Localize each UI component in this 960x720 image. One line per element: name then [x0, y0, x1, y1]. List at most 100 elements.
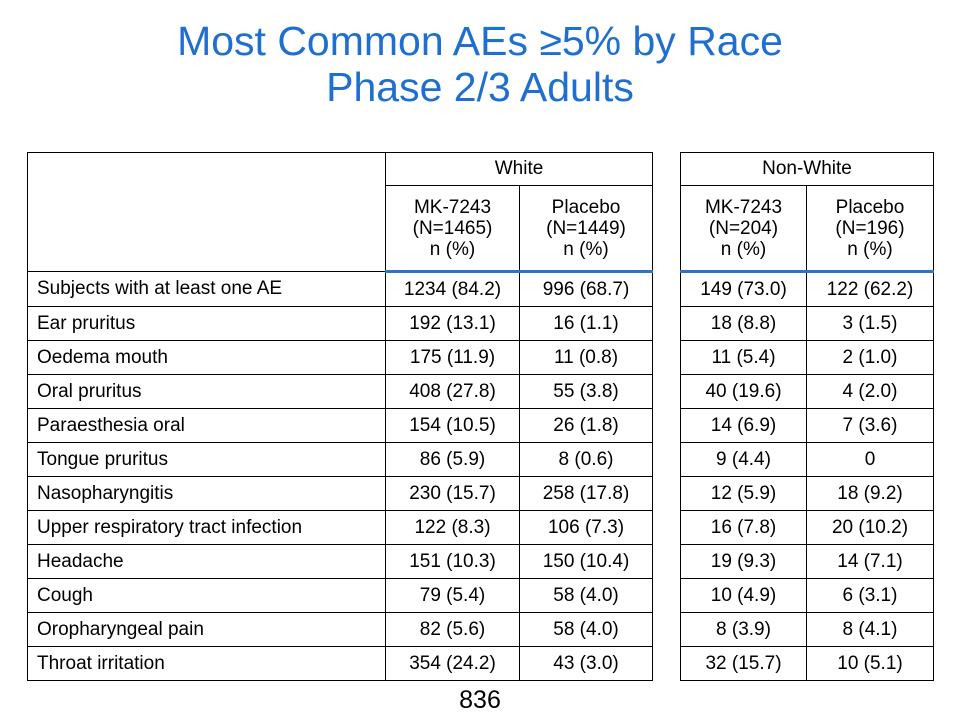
nonwhite-mk-value-cell: 12 (5.9) [680, 476, 807, 511]
ae-term-cell: Oropharyngeal pain [27, 612, 386, 647]
table-row: Paraesthesia oral 154 (10.5) 26 (1.8) [27, 408, 654, 443]
col-header-name: MK-7243 [704, 196, 783, 218]
col-header-unit: n (%) [429, 238, 476, 260]
white-placebo-value-cell: 58 (4.0) [518, 612, 654, 647]
white-placebo-value-cell: 26 (1.8) [518, 408, 654, 443]
col-header-nonwhite-placebo: Placebo (N=196) n (%) [806, 185, 934, 273]
table-row: 16 (7.8) 20 (10.2) [680, 510, 934, 545]
title-line-2: Phase 2/3 Adults [326, 64, 634, 110]
slide-title: Most Common AEs ≥5% by Race Phase 2/3 Ad… [0, 18, 960, 110]
table-row: Tongue pruritus 86 (5.9) 8 (0.6) [27, 442, 654, 477]
white-mk-value-cell: 86 (5.9) [385, 442, 520, 477]
table-row: Oropharyngeal pain 82 (5.6) 58 (4.0) [27, 612, 654, 647]
page-number: 836 [459, 686, 501, 714]
table-row: 149 (73.0) 122 (62.2) [680, 271, 934, 307]
group-header-row: Non-White [680, 152, 934, 186]
table-row: 11 (5.4) 2 (1.0) [680, 340, 934, 375]
ae-term-cell: Oral pruritus [27, 374, 386, 409]
header-blank-cell [27, 152, 386, 272]
nonwhite-placebo-value-cell: 7 (3.6) [806, 408, 934, 443]
nonwhite-mk-value-cell: 18 (8.8) [680, 306, 807, 341]
ae-term-cell: Upper respiratory tract infection [27, 510, 386, 545]
white-placebo-value-cell: 258 (17.8) [518, 476, 654, 511]
nonwhite-placebo-value-cell: 0 [806, 442, 934, 477]
table-row: 10 (4.9) 6 (3.1) [680, 578, 934, 613]
table-row: Upper respiratory tract infection 122 (8.… [27, 510, 654, 545]
white-placebo-value-cell: 55 (3.8) [518, 374, 654, 409]
nonwhite-placebo-value-cell: 8 (4.1) [806, 612, 934, 647]
ae-term-cell: Nasopharyngitis [27, 476, 386, 511]
col-header-nonwhite-mk: MK-7243 (N=204) n (%) [680, 185, 807, 273]
table-row: 18 (8.8) 3 (1.5) [680, 306, 934, 341]
group-header-white: White [384, 152, 654, 186]
ae-term-cell: Oedema mouth [27, 340, 386, 375]
nonwhite-mk-value-cell: 14 (6.9) [680, 408, 807, 443]
white-placebo-value-cell: 11 (0.8) [518, 340, 654, 375]
nonwhite-mk-value-cell: 9 (4.4) [680, 442, 807, 477]
white-mk-value-cell: 79 (5.4) [385, 578, 520, 613]
col-header-n: (N=204) [708, 217, 779, 239]
ae-term-cell: Tongue pruritus [27, 442, 386, 477]
ae-term-cell: Cough [27, 578, 386, 613]
col-header-n: (N=1449) [546, 217, 626, 239]
nonwhite-mk-value-cell: 16 (7.8) [680, 510, 807, 545]
col-header-name: Placebo [551, 196, 621, 218]
col-header-n: (N=1465) [412, 217, 493, 239]
nonwhite-placebo-value-cell: 18 (9.2) [806, 476, 934, 511]
table-row: 14 (6.9) 7 (3.6) [680, 408, 934, 443]
white-mk-value-cell: 154 (10.5) [385, 408, 520, 443]
nonwhite-placebo-value-cell: 3 (1.5) [806, 306, 934, 341]
white-mk-value-cell: 1234 (84.2) [385, 271, 520, 307]
col-header-n: (N=196) [835, 217, 905, 239]
white-mk-value-cell: 122 (8.3) [385, 510, 520, 545]
col-header-name: MK-7243 [413, 196, 492, 218]
col-header-unit: n (%) [720, 238, 767, 260]
col-header-unit: n (%) [563, 238, 609, 260]
nonwhite-mk-value-cell: 8 (3.9) [680, 612, 807, 647]
ae-term-cell: Throat irritation [27, 646, 386, 681]
nonwhite-mk-value-cell: 149 (73.0) [680, 271, 807, 307]
table-row: Nasopharyngitis 230 (15.7) 258 (17.8) [27, 476, 654, 511]
white-mk-value-cell: 230 (15.7) [385, 476, 520, 511]
table-row: Headache 151 (10.3) 150 (10.4) [27, 544, 654, 579]
group-header-nonwhite: Non-White [680, 152, 934, 186]
table-row: Oral pruritus 408 (27.8) 55 (3.8) [27, 374, 654, 409]
table-row: 9 (4.4) 0 [680, 442, 934, 477]
ae-term-cell: Subjects with at least one AE [27, 271, 386, 307]
table-row: Ear pruritus 192 (13.1) 16 (1.1) [27, 306, 654, 341]
white-placebo-value-cell: 106 (7.3) [518, 510, 654, 545]
white-placebo-value-cell: 996 (68.7) [518, 271, 654, 307]
nonwhite-mk-value-cell: 40 (19.6) [680, 374, 807, 409]
white-mk-value-cell: 151 (10.3) [385, 544, 520, 579]
white-mk-value-cell: 175 (11.9) [385, 340, 520, 375]
nonwhite-placebo-value-cell: 6 (3.1) [806, 578, 934, 613]
nonwhite-placebo-value-cell: 4 (2.0) [806, 374, 934, 409]
white-placebo-value-cell: 8 (0.6) [518, 442, 654, 477]
nonwhite-placebo-value-cell: 2 (1.0) [806, 340, 934, 375]
white-mk-value-cell: 354 (24.2) [385, 646, 520, 681]
ae-term-cell: Paraesthesia oral [27, 408, 386, 443]
table-row: 40 (19.6) 4 (2.0) [680, 374, 934, 409]
nonwhite-mk-value-cell: 11 (5.4) [680, 340, 807, 375]
nonwhite-placebo-value-cell: 10 (5.1) [806, 646, 934, 681]
table-row: 8 (3.9) 8 (4.1) [680, 612, 934, 647]
col-header-unit: n (%) [847, 238, 893, 260]
table-row: Subjects with at least one AE 1234 (84.2)… [27, 271, 654, 307]
table-row: Throat irritation 354 (24.2) 43 (3.0) [27, 646, 654, 681]
ae-term-cell: Ear pruritus [27, 306, 386, 341]
table-row: 32 (15.7) 10 (5.1) [680, 646, 934, 681]
white-mk-value-cell: 408 (27.8) [385, 374, 520, 409]
nonwhite-placebo-value-cell: 20 (10.2) [806, 510, 934, 545]
nonwhite-ae-table: Non-White MK-7243 (N=204) n (%) Placebo … [680, 152, 934, 681]
white-placebo-value-cell: 58 (4.0) [518, 578, 654, 613]
white-placebo-value-cell: 16 (1.1) [518, 306, 654, 341]
ae-term-cell: Headache [27, 544, 386, 579]
nonwhite-placebo-value-cell: 122 (62.2) [806, 271, 934, 307]
white-mk-value-cell: 82 (5.6) [385, 612, 520, 647]
nonwhite-placebo-value-cell: 14 (7.1) [806, 544, 934, 579]
sub-header-row: MK-7243 (N=204) n (%) Placebo (N=196) n … [680, 185, 934, 273]
white-placebo-value-cell: 150 (10.4) [518, 544, 654, 579]
table-row: 19 (9.3) 14 (7.1) [680, 544, 934, 579]
col-header-name: Placebo [835, 196, 905, 218]
col-header-white-mk: MK-7243 (N=1465) n (%) [385, 185, 520, 273]
